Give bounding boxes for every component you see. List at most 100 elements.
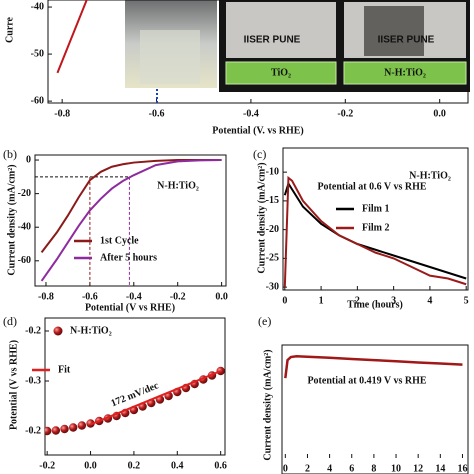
legend-label: N-H:TiO₂: [70, 325, 112, 336]
y-tick-label: -60: [18, 255, 31, 266]
x-tick-label: 0: [283, 463, 288, 474]
y-tick-label: -40: [31, 1, 44, 12]
y-tick-label: -0.2: [25, 325, 41, 336]
x-tick-label: -0.6: [149, 108, 165, 119]
legend-label: 1st Cycle: [100, 235, 139, 246]
x-tick-label: -0.4: [126, 291, 142, 302]
legend-label: Film 2: [362, 222, 390, 233]
y-tick-label: -50: [31, 48, 44, 59]
x-tick-label: 4: [427, 295, 432, 306]
y-tick-label: 0: [26, 154, 31, 165]
x-tick-label: -0.6: [82, 291, 98, 302]
panel: -0.8 -0.6 -0.4 -0.2 0.0 0 -20 -40 -60 Potential (…: [3, 147, 228, 314]
y-tick-label: -0.3: [25, 375, 41, 386]
x-tick-label: -0.8: [54, 108, 70, 119]
x-tick-label: 4: [327, 463, 332, 474]
annotation: N-H:TiO₂: [384, 67, 426, 78]
x-axis-label: Time (hours): [347, 299, 403, 310]
panel: 0 2 4 6 8 10 12 14 16 Current density (mA/cm²) (e)…: [258, 314, 469, 474]
data-line: [283, 175, 467, 288]
data-point: [68, 423, 78, 432]
y-tick-label: -20: [18, 188, 31, 199]
x-tick-label: 0.0: [84, 460, 97, 471]
x-axis-label: Potential (V. vs RHE): [212, 125, 303, 136]
x-tick-label: 0.4: [171, 460, 184, 471]
label-box: [225, 61, 337, 85]
legend-label: After 5 hours: [100, 252, 157, 263]
panel: -0.2 0.0 0.2 0.4 0.6 -0.2 -0.3 -0.2 Potential (V…: [3, 314, 227, 472]
x-tick-label: 0.0: [433, 108, 446, 119]
x-tick-label: 2: [305, 463, 310, 474]
y-tick-label: -15: [266, 195, 279, 206]
x-tick-label: -0.4: [243, 108, 259, 119]
y-tick-label: -40: [18, 222, 31, 233]
plot-frame: [44, 317, 226, 456]
data-line: [40, 159, 222, 254]
annotation: Potential at 0.419 V vs RHE: [307, 375, 426, 386]
x-tick-label: -0.2: [170, 291, 186, 302]
plot-frame: [281, 344, 469, 474]
panel: -0.8 -0.6 -0.4 -0.2 0.0 -40 -50 -60 Potential (V…: [4, 0, 469, 136]
label-box: [343, 61, 467, 85]
x-tick-label: 10: [391, 463, 401, 474]
x-tick-label: 0.2: [128, 460, 141, 471]
data-point: [77, 421, 87, 430]
x-axis-label: Potential (V vs RHE): [85, 302, 175, 313]
data-line: [40, 159, 222, 282]
x-tick-label: -0.2: [39, 460, 55, 471]
y-tick-label: -25: [266, 253, 279, 264]
annotation: N-H:TiO₂: [409, 170, 451, 181]
legend-marker: [53, 326, 63, 336]
y-axis-label: Current density (mA/cm²): [6, 164, 17, 275]
y-tick-label: -30: [266, 281, 279, 292]
x-tick-label: 12: [413, 463, 423, 474]
data-point: [45, 426, 52, 436]
annotation: IISER PUNE: [244, 35, 301, 46]
plot-frame: [282, 147, 469, 291]
x-tick-label: 8: [371, 463, 376, 474]
sample-photo: [226, 2, 336, 58]
panel-label: (b): [3, 147, 17, 161]
plot-frame: [34, 154, 227, 287]
data-line: [90, 370, 222, 426]
x-tick-label: 1: [319, 295, 324, 306]
panel-label: (d): [3, 314, 17, 328]
x-tick-label: -0.2: [337, 108, 353, 119]
x-tick-label: 2: [355, 295, 360, 306]
data-line: [284, 355, 463, 379]
x-tick-label: 14: [435, 463, 445, 474]
x-tick-label: 6: [349, 463, 354, 474]
annotation: IISER PUNE: [378, 35, 435, 46]
y-tick-label: -20: [266, 224, 279, 235]
x-tick-label: 0.6: [214, 460, 227, 471]
panel-label: (e): [258, 314, 271, 328]
annotation: TiO₂: [271, 67, 291, 78]
panel: 0 1 2 3 4 5 -10 -15 -20 -25 -30 Time (hours) Current…: [253, 147, 469, 311]
y-axis-label: Current density (mA/cm²): [262, 349, 273, 460]
y-axis-label: Curre: [4, 16, 15, 42]
y-tick-label: -0.2: [25, 425, 41, 436]
data-point: [60, 424, 69, 434]
x-tick-label: -0.8: [38, 291, 54, 302]
y-tick-label: -10: [266, 166, 279, 177]
x-tick-label: 0: [282, 295, 287, 306]
y-axis-label: Current density (mA/cm²): [256, 162, 267, 273]
panel-label: (c): [253, 147, 266, 161]
annotation: Potential at 0.6 V vs RHE: [317, 181, 426, 192]
plot-frame: [47, 0, 469, 104]
legend-label: Fit: [58, 364, 71, 375]
data-line: [56, 0, 88, 74]
legend-label: Film 1: [362, 203, 390, 214]
x-tick-label: 5: [464, 295, 469, 306]
x-tick-label: 0.0: [215, 291, 228, 302]
sample-film: [364, 6, 424, 56]
x-tick-label: 3: [391, 295, 396, 306]
y-tick-label: -60: [31, 95, 44, 106]
annotation: N-H:TiO₂: [157, 180, 199, 191]
photo-inset: [125, 0, 470, 92]
x-tick-label: 16: [457, 463, 467, 474]
data-point: [51, 426, 61, 435]
beaker-glass: [140, 30, 200, 84]
y-axis-label: Potential (V vs RHE): [8, 340, 19, 430]
